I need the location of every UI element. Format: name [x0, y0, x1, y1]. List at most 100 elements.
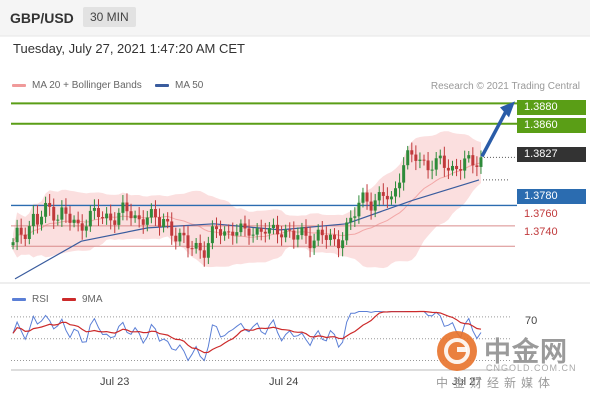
level-tag-pivot: 1.3780 [517, 189, 586, 204]
candle-body [288, 229, 292, 231]
candle-body [300, 227, 304, 236]
ma20-swatch [12, 84, 26, 87]
rsi-ma-legend-label: 9MA [82, 294, 103, 305]
ma20-legend-label: MA 20 + Bollinger Bands [32, 80, 142, 91]
candle-body [166, 218, 170, 222]
level-tag-current: 1.3827 [517, 147, 586, 162]
candle-body [68, 213, 72, 223]
watermark-url: CNGOLD.COM.CN [486, 363, 577, 373]
candle-body [178, 232, 182, 242]
candle-body [422, 159, 426, 161]
candle-body [414, 154, 418, 161]
candle-body [328, 234, 332, 240]
legend-ma50: MA 50 [155, 80, 203, 91]
candle-body [56, 219, 60, 221]
rsi-ma-line [12, 310, 482, 354]
level-tag-r2: 1.3880 [517, 100, 586, 115]
candle-body [48, 202, 52, 207]
candle-body [271, 224, 275, 229]
candle-body [475, 165, 479, 167]
candle-body [446, 167, 450, 171]
candle-body [113, 220, 117, 225]
candle-body [406, 150, 410, 166]
candle-body [255, 228, 259, 235]
candle-body [101, 217, 105, 219]
timeframe-badge[interactable]: 30 MIN [83, 7, 136, 27]
candle-body [373, 200, 377, 211]
candle-body [239, 223, 243, 233]
candle-body [117, 212, 121, 225]
candle-body [227, 231, 231, 233]
candle-body [337, 239, 341, 249]
candle-body [365, 192, 369, 202]
candle-body [292, 230, 296, 240]
candle-body [385, 195, 389, 200]
legend-ma20: MA 20 + Bollinger Bands [12, 80, 142, 91]
candle-body [280, 234, 284, 238]
projection-arrow-shaft [480, 110, 508, 158]
candle-body [88, 210, 92, 227]
candle-body [471, 155, 475, 166]
candle-body [133, 215, 137, 219]
candle-body [194, 242, 198, 249]
candle-body [263, 231, 267, 234]
candle-body [410, 150, 414, 155]
header-bar: GBP/USD 30 MIN [0, 0, 590, 36]
candle-body [332, 234, 336, 240]
candle-body [15, 227, 19, 243]
candle-body [40, 216, 44, 225]
candle-body [92, 208, 96, 211]
ma50-legend-label: MA 50 [175, 80, 204, 91]
level-tag-s2: 1.3740 [524, 226, 558, 238]
candle-body [459, 169, 463, 171]
candle-body [463, 158, 467, 171]
candle-body [418, 159, 422, 161]
candle-body [369, 201, 373, 211]
candle-body [402, 165, 406, 183]
level-tag-s1: 1.3760 [524, 208, 558, 220]
rsi-swatch [12, 298, 26, 301]
candle-body [105, 213, 109, 219]
candle-body [198, 242, 202, 251]
candle-body [381, 192, 385, 196]
candle-body [267, 228, 271, 234]
candle-body [308, 235, 312, 249]
pair-title: GBP/USD [10, 10, 74, 26]
candle-body [442, 155, 446, 168]
candle-body [361, 192, 365, 203]
candle-body [202, 250, 206, 258]
candle-body [284, 229, 288, 238]
candle-body [153, 209, 157, 218]
candle-body [426, 160, 430, 171]
ma50-swatch [155, 84, 169, 87]
candle-body [19, 227, 23, 235]
rsi-ma-swatch [62, 298, 76, 301]
level-tag-r1: 1.3860 [517, 118, 586, 133]
candle-body [52, 206, 56, 221]
candle-body [389, 196, 393, 200]
candle-body [296, 235, 300, 240]
candle-body [251, 234, 255, 236]
candle-body [450, 165, 454, 171]
credit-label: Research © 2021 Trading Central [430, 81, 580, 92]
candle-body [149, 209, 153, 218]
candle-body [214, 226, 218, 230]
candle-body [219, 229, 223, 236]
candle-body [96, 208, 100, 218]
candle-body [109, 213, 113, 221]
rsi-level-label: 70 [525, 315, 538, 327]
candle-body [247, 228, 251, 236]
candle-body [141, 219, 145, 225]
candle-body [438, 155, 442, 159]
candle-body [235, 232, 239, 236]
candle-body [394, 188, 398, 197]
x-label-jul24: Jul 24 [269, 376, 299, 388]
candle-body [223, 231, 227, 236]
cngold-logo-icon [437, 331, 477, 371]
x-label-jul27: Jul 27 [452, 376, 482, 388]
candle-body [186, 235, 190, 249]
candle-body [430, 169, 434, 171]
projection-arrow-head [500, 101, 515, 118]
